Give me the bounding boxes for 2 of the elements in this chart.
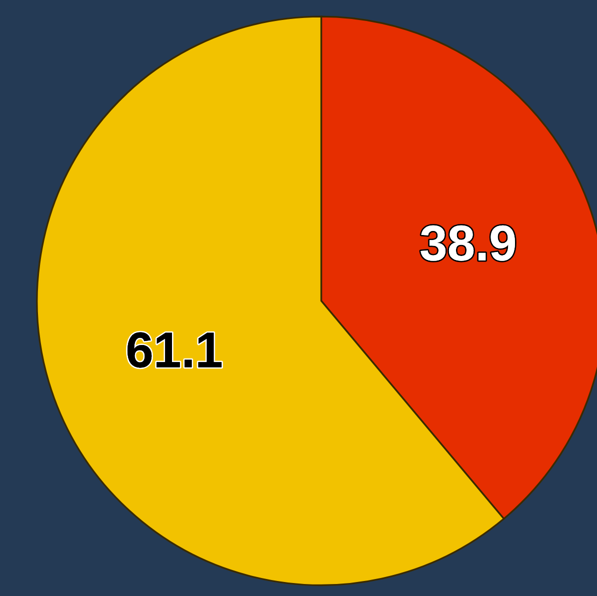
data-label: 38.9: [420, 225, 515, 261]
data-label: 61.1: [127, 332, 222, 368]
